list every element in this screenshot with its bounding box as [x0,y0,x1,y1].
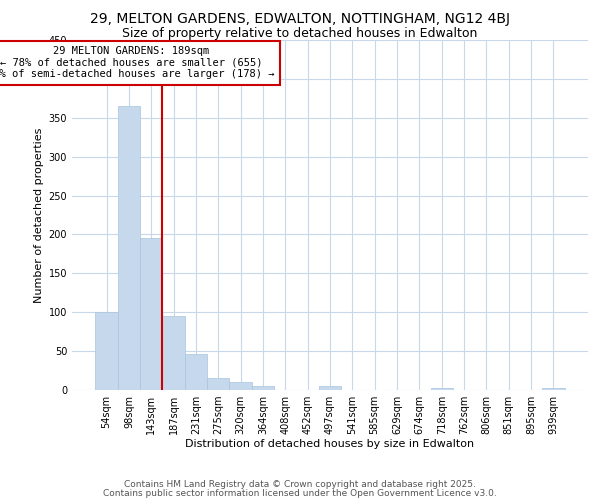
Bar [319,386,341,390]
Bar [118,106,140,390]
Bar [185,354,207,390]
Text: Contains HM Land Registry data © Crown copyright and database right 2025.: Contains HM Land Registry data © Crown c… [124,480,476,489]
Text: Contains public sector information licensed under the Open Government Licence v3: Contains public sector information licen… [103,488,497,498]
Bar [229,382,252,390]
Text: 29, MELTON GARDENS, EDWALTON, NOTTINGHAM, NG12 4BJ: 29, MELTON GARDENS, EDWALTON, NOTTINGHAM… [90,12,510,26]
Y-axis label: Number of detached properties: Number of detached properties [34,128,44,302]
Bar [140,238,163,390]
X-axis label: Distribution of detached houses by size in Edwalton: Distribution of detached houses by size … [185,438,475,448]
Bar [163,316,185,390]
Bar [431,388,453,390]
Text: Size of property relative to detached houses in Edwalton: Size of property relative to detached ho… [122,28,478,40]
Bar [252,386,274,390]
Bar [542,388,565,390]
Bar [207,378,229,390]
Bar [95,312,118,390]
Text: 29 MELTON GARDENS: 189sqm
← 78% of detached houses are smaller (655)
21% of semi: 29 MELTON GARDENS: 189sqm ← 78% of detac… [0,46,275,80]
